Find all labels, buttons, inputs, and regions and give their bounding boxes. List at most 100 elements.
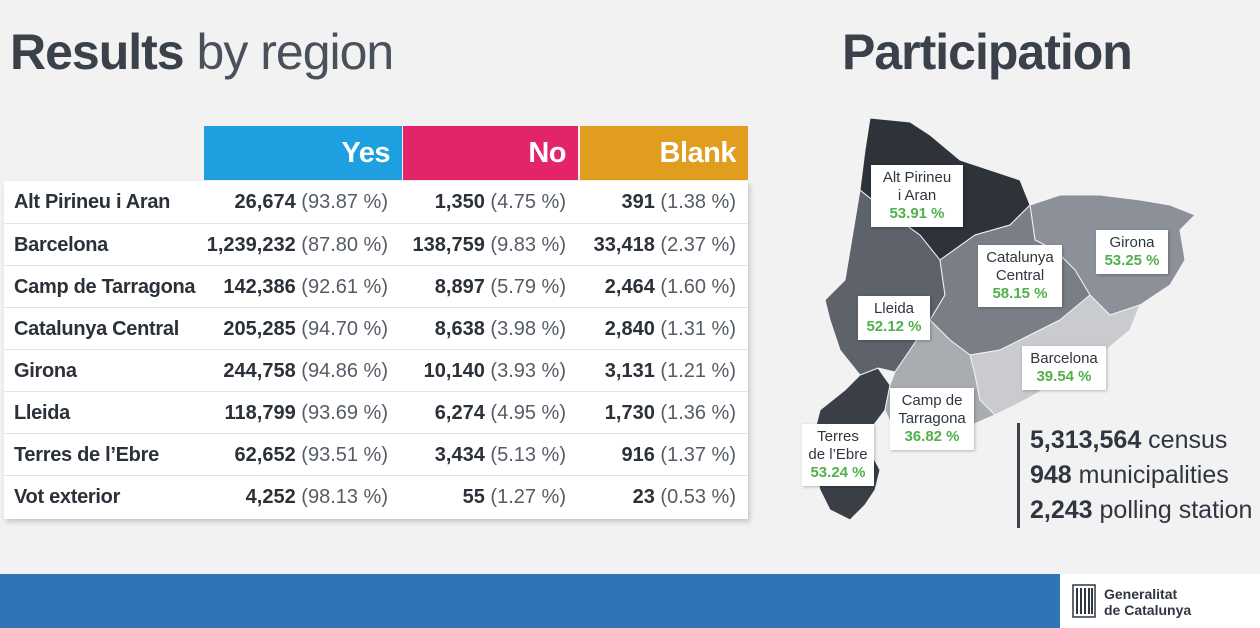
blank-percent: (2.37 %) — [660, 234, 736, 256]
yes-cell: 1,239,232 (87.80 %) — [207, 224, 388, 266]
header-no: No — [403, 126, 578, 180]
no-value: 3,434 — [434, 444, 485, 466]
no-percent: (5.79 %) — [490, 276, 566, 298]
table-row: Lleida 118,799 (93.69 %) 6,274 (4.95 %) 1,7… — [4, 391, 748, 433]
map-label-alt-pirineu-value: 53.91 % — [889, 205, 945, 222]
blank-value: 916 — [621, 444, 655, 466]
map-label-alt-pirineu-name1: Alt Pirineu — [882, 169, 952, 186]
yes-value: 62,652 — [234, 444, 296, 466]
blank-value: 23 — [632, 486, 655, 508]
map-label-catalunya-central-name1: Catalunya — [986, 249, 1054, 266]
yes-percent: (98.13 %) — [301, 486, 388, 508]
blank-cell: 916 (1.37 %) — [621, 434, 736, 476]
results-title: Results by region — [10, 22, 395, 82]
yes-cell: 62,652 (93.51 %) — [235, 434, 388, 476]
yes-percent: (87.80 %) — [301, 234, 388, 256]
map-label-alt-pirineu: Alt Pirineu i Aran 53.91 % — [871, 165, 963, 227]
no-cell: 3,434 (5.13 %) — [435, 434, 566, 476]
blank-value: 1,730 — [604, 402, 655, 424]
yes-value: 1,239,232 — [206, 234, 296, 256]
region-name: Catalunya Central — [14, 318, 179, 340]
region-name: Camp de Tarragona — [14, 276, 196, 298]
generalitat-logo: Generalitat de Catalunya — [1060, 574, 1260, 628]
map-label-girona-value: 53.25 % — [1104, 252, 1160, 269]
results-table: Alt Pirineu i Aran 26,674 (93.87 %) 1,350 … — [4, 181, 748, 519]
no-percent: (9.83 %) — [490, 234, 566, 256]
yes-percent: (92.61 %) — [301, 276, 388, 298]
table-row: Vot exterior 4,252 (98.13 %) 55 (1.27 %) 23… — [4, 475, 748, 517]
blank-percent: (1.21 %) — [660, 360, 736, 382]
blank-percent: (1.36 %) — [660, 402, 736, 424]
no-cell: 10,140 (3.93 %) — [424, 350, 566, 392]
logo-line2: de Catalunya — [1104, 602, 1192, 618]
blank-value: 2,464 — [604, 276, 655, 298]
no-percent: (4.75 %) — [490, 191, 566, 213]
map-label-girona-name: Girona — [1109, 234, 1155, 251]
no-cell: 55 (1.27 %) — [463, 476, 566, 518]
yes-percent: (93.51 %) — [301, 444, 388, 466]
blank-value: 33,418 — [593, 234, 655, 256]
map-label-barcelona-value: 39.54 % — [1036, 368, 1092, 385]
header-blank-votes: Blank votes — [580, 126, 748, 223]
stat-municipalities-number: 948 — [1030, 461, 1072, 489]
yes-value: 142,386 — [223, 276, 296, 298]
no-cell: 138,759 (9.83 %) — [413, 224, 566, 266]
stat-municipalities-label: municipalities — [1078, 461, 1229, 489]
stat-census-number: 5,313,564 — [1030, 426, 1142, 454]
no-cell: 8,897 (5.79 %) — [435, 266, 566, 308]
blank-cell: 2,464 (1.60 %) — [605, 266, 736, 308]
no-cell: 6,274 (4.95 %) — [435, 392, 566, 434]
region-name: Vot exterior — [14, 486, 121, 508]
no-percent: (3.93 %) — [490, 360, 566, 382]
no-percent: (4.95 %) — [490, 402, 566, 424]
blank-cell: 33,418 (2.37 %) — [594, 224, 736, 266]
yes-value: 205,285 — [223, 318, 296, 340]
no-percent: (5.13 %) — [490, 444, 566, 466]
table-row: Barcelona 1,239,232 (87.80 %) 138,759 (9.8… — [4, 223, 748, 265]
yes-cell: 205,285 (94.70 %) — [223, 308, 388, 350]
no-value: 55 — [462, 486, 485, 508]
yes-percent: (93.87 %) — [301, 191, 388, 213]
region-name: Terres de l’Ebre — [14, 444, 159, 466]
table-row: Terres de l’Ebre 62,652 (93.51 %) 3,434 (5… — [4, 433, 748, 475]
blank-cell: 1,730 (1.36 %) — [605, 392, 736, 434]
stat-polling-number: 2,243 — [1030, 496, 1093, 524]
no-value: 6,274 — [434, 402, 485, 424]
blank-value: 391 — [621, 191, 655, 213]
table-row: Camp de Tarragona 142,386 (92.61 %) 8,897 … — [4, 265, 748, 307]
region-name: Lleida — [14, 402, 70, 424]
stat-census-label: census — [1148, 426, 1228, 454]
no-value: 1,350 — [434, 191, 485, 213]
no-value: 138,759 — [412, 234, 485, 256]
map-label-lleida: Lleida 52.12 % — [858, 296, 930, 340]
yes-value: 118,799 — [224, 402, 296, 424]
header-yes: Yes — [204, 126, 402, 180]
blank-value: 3,131 — [604, 360, 655, 382]
map-label-lleida-name: Lleida — [873, 300, 915, 317]
no-value: 10,140 — [423, 360, 485, 382]
map-label-barcelona-name: Barcelona — [1030, 350, 1098, 367]
table-row: Catalunya Central 205,285 (94.70 %) 8,638 … — [4, 307, 748, 349]
yes-cell: 142,386 (92.61 %) — [223, 266, 388, 308]
logo-line1: Generalitat — [1104, 586, 1178, 602]
blank-percent: (1.60 %) — [660, 276, 736, 298]
no-cell: 8,638 (3.98 %) — [435, 308, 566, 350]
yes-cell: 244,758 (94.86 %) — [223, 350, 388, 392]
no-cell: 1,350 (4.75 %) — [435, 181, 566, 223]
map-label-catalunya-central: Catalunya Central 58.15 % — [978, 245, 1062, 307]
yes-value: 4,252 — [245, 486, 296, 508]
map-label-catalunya-central-value: 58.15 % — [992, 285, 1048, 302]
blank-percent: (1.31 %) — [660, 318, 736, 340]
results-title-light: by region — [196, 24, 395, 80]
map-label-catalunya-central-name2: Central — [995, 267, 1045, 284]
results-title-bold: Results — [10, 24, 185, 80]
map-label-camp-tarragona: Camp de Tarragona 36.82 % — [890, 388, 974, 450]
map-label-barcelona: Barcelona 39.54 % — [1022, 346, 1106, 390]
no-percent: (1.27 %) — [490, 486, 566, 508]
no-percent: (3.98 %) — [490, 318, 566, 340]
region-name: Alt Pirineu i Aran — [14, 191, 171, 213]
yes-cell: 4,252 (98.13 %) — [246, 476, 388, 518]
no-value: 8,897 — [434, 276, 485, 298]
map-label-alt-pirineu-name2: i Aran — [897, 187, 937, 204]
generalitat-logo-text: Generalitat de Catalunya — [1104, 586, 1191, 618]
